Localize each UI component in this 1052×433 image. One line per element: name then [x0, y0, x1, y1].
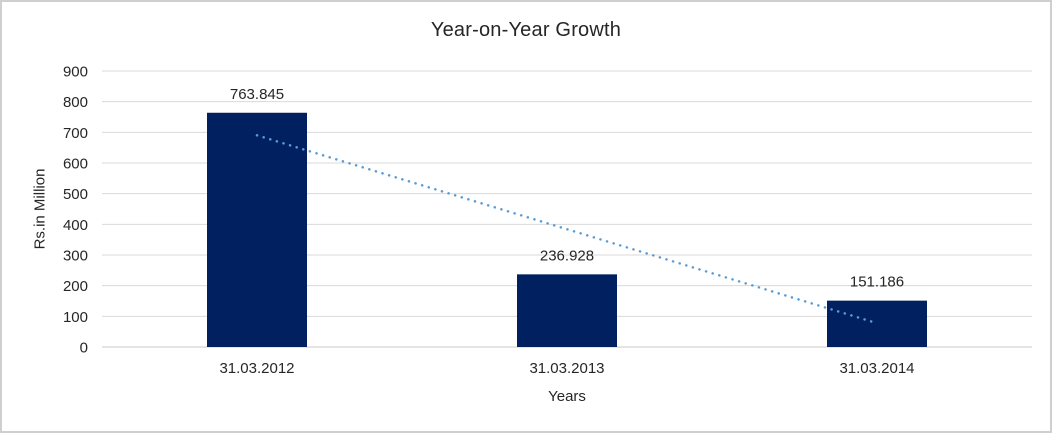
chart-title: Year-on-Year Growth	[430, 19, 622, 41]
y-tick-label: 100	[63, 309, 88, 326]
bar	[207, 112, 307, 347]
x-tick-label: 31.03.2014	[839, 360, 914, 377]
y-tick-label: 400	[63, 217, 88, 234]
bar-value-label: 151.186	[850, 274, 904, 291]
y-tick-label: 800	[63, 94, 88, 111]
y-tick-label: 300	[63, 248, 88, 265]
y-tick-label: 900	[63, 64, 88, 81]
bar	[827, 300, 927, 347]
bar-value-label: 763.845	[230, 86, 284, 103]
bar	[517, 274, 617, 347]
y-tick-label: 500	[63, 186, 88, 203]
trendline	[255, 134, 879, 325]
y-tick-label: 700	[63, 125, 88, 142]
x-axis-title: Years	[548, 388, 586, 405]
x-tick-label: 31.03.2013	[529, 360, 604, 377]
y-tick-label: 600	[63, 156, 88, 173]
bar-value-label: 236.928	[540, 247, 594, 264]
y-tick-label: 0	[80, 340, 88, 357]
x-tick-label: 31.03.2012	[219, 360, 294, 377]
y-tick-label: 200	[63, 278, 88, 295]
